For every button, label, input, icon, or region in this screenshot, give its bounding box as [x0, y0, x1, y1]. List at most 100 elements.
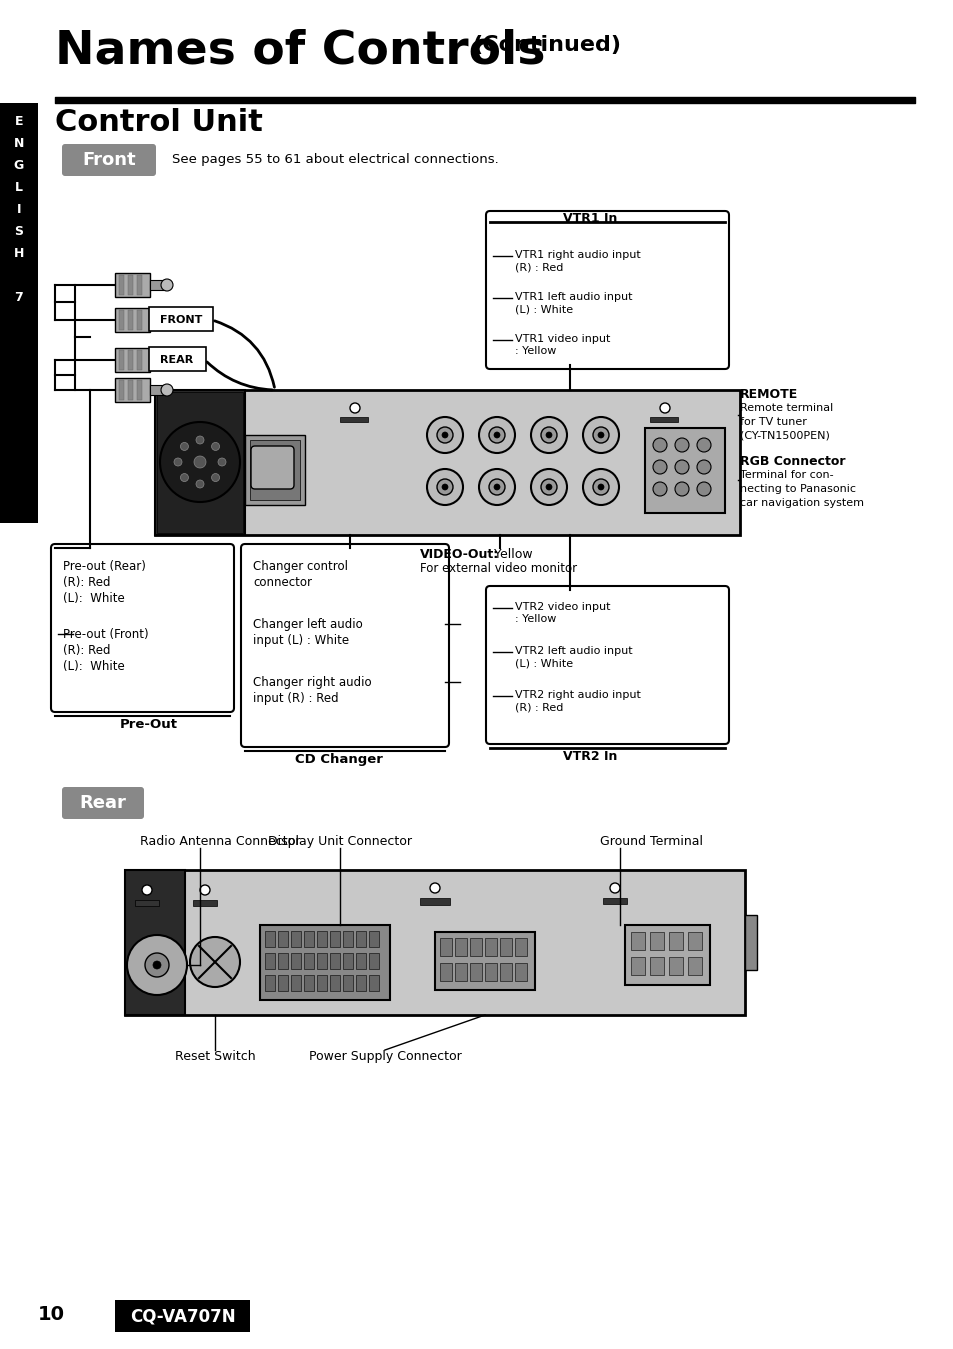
- Circle shape: [697, 438, 710, 452]
- Bar: [291, 931, 301, 947]
- Circle shape: [675, 482, 688, 496]
- Text: Ground Terminal: Ground Terminal: [599, 835, 702, 849]
- Bar: [439, 963, 452, 981]
- Bar: [439, 938, 452, 956]
- Text: (Continued): (Continued): [472, 35, 620, 55]
- Circle shape: [193, 456, 206, 468]
- Bar: [316, 931, 327, 947]
- Text: VTR1 video input
: Yellow: VTR1 video input : Yellow: [515, 335, 610, 356]
- Circle shape: [675, 460, 688, 473]
- Circle shape: [697, 482, 710, 496]
- Circle shape: [652, 460, 666, 473]
- Text: VTR2 In: VTR2 In: [562, 750, 617, 764]
- Text: Changer control
connector: Changer control connector: [253, 560, 348, 590]
- Circle shape: [531, 469, 566, 505]
- Circle shape: [489, 428, 504, 442]
- Bar: [668, 956, 682, 975]
- Bar: [668, 932, 682, 950]
- Circle shape: [540, 479, 557, 495]
- Text: Reset Switch: Reset Switch: [174, 1050, 255, 1063]
- Bar: [265, 931, 274, 947]
- Bar: [339, 417, 368, 422]
- Circle shape: [200, 885, 210, 894]
- Text: VTR2 video input
: Yellow: VTR2 video input : Yellow: [515, 602, 610, 625]
- Bar: [137, 310, 142, 331]
- Bar: [65, 147, 152, 173]
- Bar: [277, 975, 288, 992]
- Bar: [245, 434, 305, 505]
- Bar: [128, 349, 132, 370]
- Text: Control Unit: Control Unit: [55, 108, 263, 138]
- Bar: [137, 380, 142, 401]
- Circle shape: [160, 422, 240, 502]
- Text: Radio Antenna Connector: Radio Antenna Connector: [140, 835, 300, 849]
- Text: N: N: [13, 138, 24, 150]
- Bar: [369, 931, 378, 947]
- Circle shape: [180, 442, 189, 451]
- Bar: [435, 932, 535, 990]
- FancyBboxPatch shape: [51, 544, 233, 712]
- FancyBboxPatch shape: [149, 347, 206, 371]
- FancyBboxPatch shape: [251, 447, 294, 488]
- Bar: [150, 355, 165, 366]
- Bar: [115, 272, 150, 297]
- Bar: [499, 963, 512, 981]
- Circle shape: [152, 960, 161, 969]
- Bar: [687, 956, 701, 975]
- Circle shape: [212, 442, 219, 451]
- Circle shape: [582, 469, 618, 505]
- Circle shape: [659, 403, 669, 413]
- Text: See pages 55 to 61 about electrical connections.: See pages 55 to 61 about electrical conn…: [172, 154, 498, 166]
- FancyBboxPatch shape: [241, 544, 449, 747]
- Text: For external video monitor: For external video monitor: [419, 563, 577, 575]
- Bar: [304, 931, 314, 947]
- Bar: [369, 975, 378, 992]
- Bar: [470, 963, 481, 981]
- Bar: [484, 938, 497, 956]
- Circle shape: [494, 432, 499, 438]
- Circle shape: [540, 428, 557, 442]
- FancyBboxPatch shape: [62, 144, 156, 175]
- Circle shape: [436, 428, 453, 442]
- Circle shape: [350, 403, 359, 413]
- Bar: [157, 393, 243, 533]
- Bar: [128, 380, 132, 401]
- Bar: [260, 925, 390, 1000]
- Bar: [119, 349, 124, 370]
- Bar: [330, 952, 339, 969]
- Bar: [343, 975, 353, 992]
- FancyBboxPatch shape: [149, 308, 213, 331]
- Text: Pre-Out: Pre-Out: [120, 718, 178, 731]
- Bar: [630, 956, 644, 975]
- Text: VTR1 left audio input
(L) : White: VTR1 left audio input (L) : White: [515, 291, 632, 314]
- FancyBboxPatch shape: [485, 210, 728, 370]
- Bar: [355, 952, 366, 969]
- Bar: [115, 1300, 250, 1331]
- Circle shape: [436, 479, 453, 495]
- Circle shape: [582, 417, 618, 453]
- Text: RGB Connector: RGB Connector: [740, 455, 844, 468]
- Text: REMOTE: REMOTE: [740, 389, 798, 401]
- Circle shape: [195, 436, 204, 444]
- Text: Display Unit Connector: Display Unit Connector: [268, 835, 412, 849]
- Bar: [470, 938, 481, 956]
- Text: Changer right audio
input (R) : Red: Changer right audio input (R) : Red: [253, 676, 372, 706]
- Bar: [265, 952, 274, 969]
- Circle shape: [218, 459, 226, 465]
- Circle shape: [441, 484, 448, 490]
- Circle shape: [697, 460, 710, 473]
- Text: G: G: [14, 159, 24, 173]
- Bar: [316, 952, 327, 969]
- Text: Remote terminal
for TV tuner
(CY-TN1500PEN): Remote terminal for TV tuner (CY-TN1500P…: [740, 403, 832, 441]
- Bar: [265, 975, 274, 992]
- Text: Power Supply Connector: Power Supply Connector: [309, 1050, 461, 1063]
- Text: VTR1 right audio input
(R) : Red: VTR1 right audio input (R) : Red: [515, 250, 640, 272]
- Bar: [291, 952, 301, 969]
- Bar: [128, 275, 132, 295]
- Circle shape: [652, 438, 666, 452]
- Text: VTR2 right audio input
(R) : Red: VTR2 right audio input (R) : Red: [515, 689, 640, 712]
- Text: CD Changer: CD Changer: [294, 753, 382, 766]
- Text: VTR1 In: VTR1 In: [562, 212, 617, 224]
- Bar: [150, 316, 165, 325]
- Text: Changer left audio
input (L) : White: Changer left audio input (L) : White: [253, 618, 362, 648]
